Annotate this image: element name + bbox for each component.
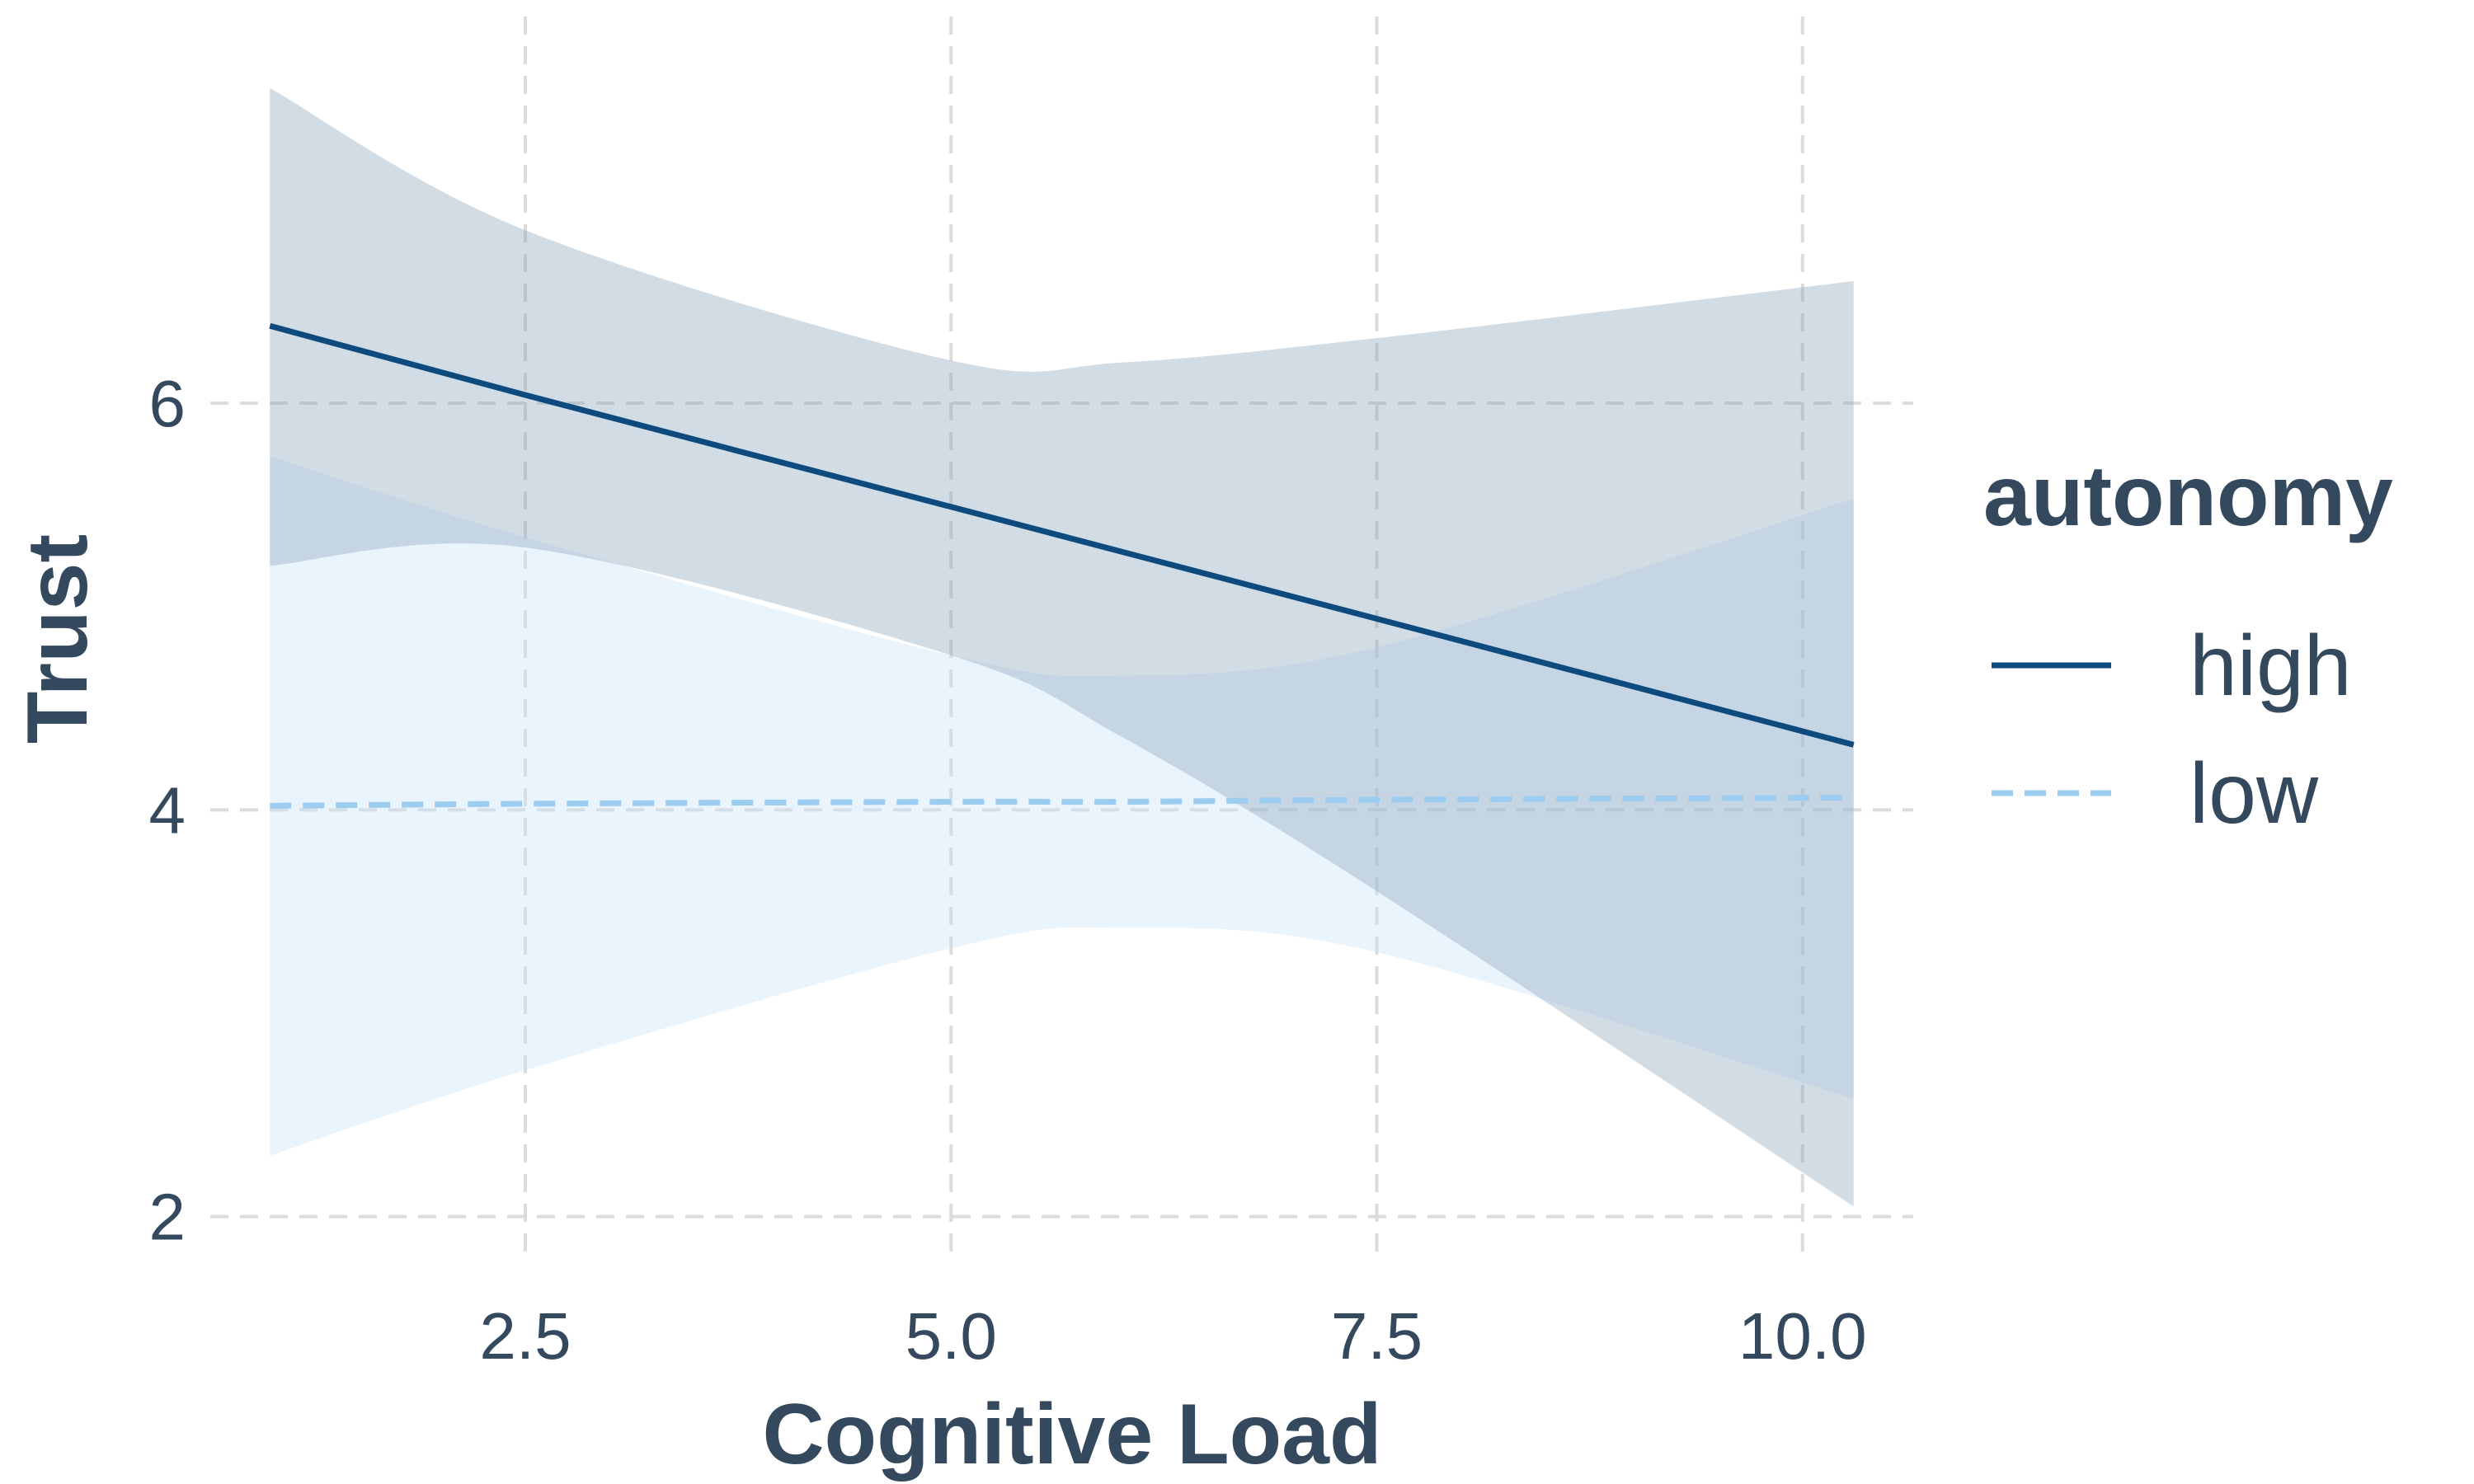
- legend-items: high low: [1992, 618, 2352, 842]
- series-lines: [269, 322, 1855, 809]
- x-tick-label: 5.0: [905, 1299, 997, 1373]
- y-axis-title: Trust: [10, 534, 106, 744]
- y-tick-label: 4: [149, 773, 186, 847]
- y-axis-ticks: 2 4 6: [149, 367, 186, 1254]
- confidence-ribbons: [270, 87, 1854, 1207]
- y-tick-label: 6: [149, 367, 186, 440]
- ribbon-low: [270, 456, 1854, 1156]
- series-line-low: [270, 795, 1854, 809]
- x-tick-label: 10.0: [1738, 1299, 1867, 1373]
- legend-title: autonomy: [1983, 448, 2393, 544]
- x-tick-label: 7.5: [1331, 1299, 1423, 1373]
- legend-label-high: high: [2189, 618, 2352, 714]
- y-tick-label: 2: [149, 1181, 186, 1254]
- series-line-high: [269, 322, 1855, 748]
- x-axis-title: Cognitive Load: [762, 1387, 1381, 1482]
- x-axis-ticks: 2.5 5.0 7.5 10.0: [479, 1299, 1866, 1373]
- x-tick-label: 2.5: [479, 1299, 571, 1373]
- grid: [210, 16, 1913, 1257]
- legend-label-low: low: [2189, 746, 2319, 842]
- legend: autonomy high low: [1983, 448, 2393, 842]
- ribbon-high: [270, 87, 1854, 1207]
